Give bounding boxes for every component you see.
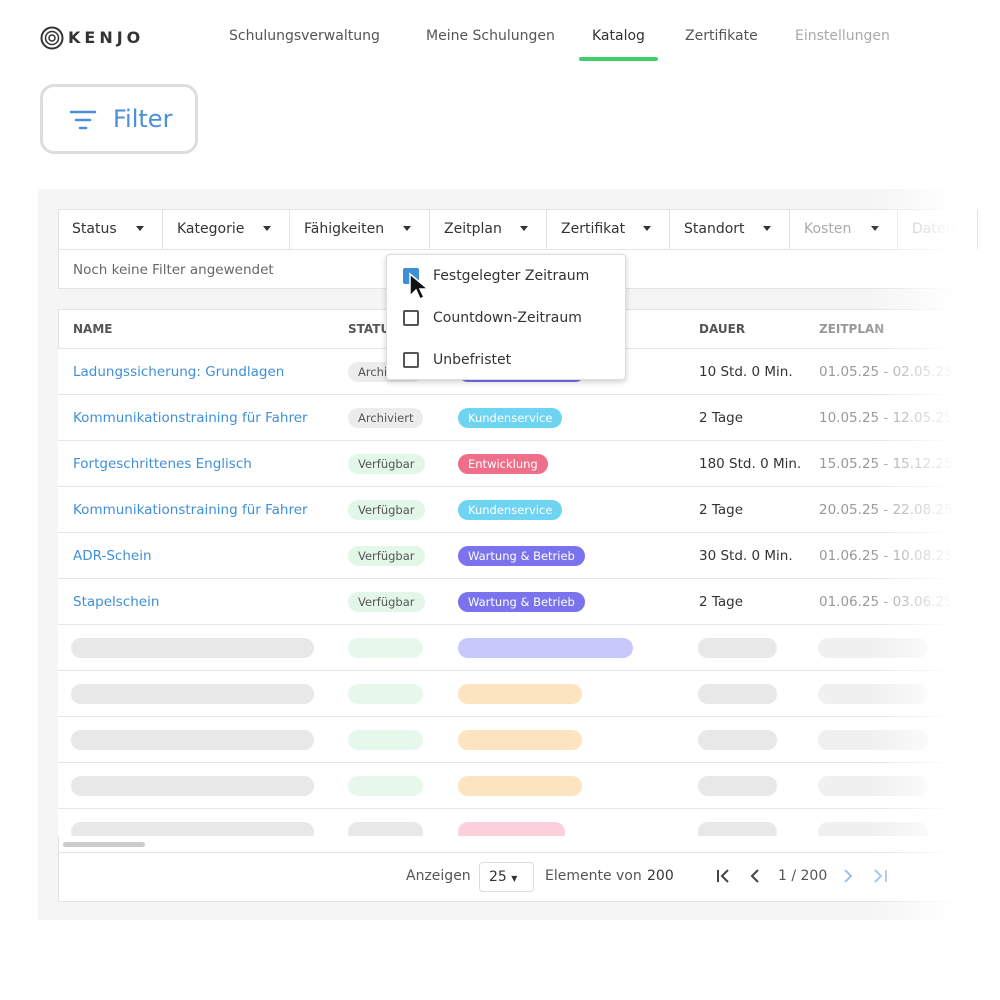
table-row[interactable]: Fortgeschrittenes Englisch Verfügbar Entwi… — [58, 440, 958, 486]
table-row[interactable]: Kommunikationstraining für Fahrer Archivi… — [58, 394, 958, 440]
table-row[interactable]: Kommunikationstraining für Fahrer Verfügb… — [58, 486, 958, 532]
option-label: Countdown-Zeitraum — [433, 310, 582, 326]
nav-item[interactable]: Zertifikate — [685, 28, 758, 44]
skeleton — [71, 822, 314, 836]
skeleton — [458, 776, 582, 796]
column-header: ZEITPLAN — [819, 322, 885, 336]
page-size-value: 25 — [489, 869, 507, 885]
table-row[interactable]: ADR-Schein Verfügbar Wartung & Betrieb 30 S… — [58, 532, 958, 578]
duration: 180 Std. 0 Min. — [699, 456, 802, 472]
filter-status: Noch keine Filter angewendet — [58, 249, 958, 289]
column-header: DAUER — [699, 322, 746, 336]
column-header: NAME — [73, 322, 113, 336]
course-name[interactable]: Kommunikationstraining für Fahrer — [73, 502, 308, 518]
checkbox[interactable] — [403, 310, 419, 326]
category-pill: Wartung & Betrieb — [458, 546, 585, 566]
scrollbar[interactable] — [63, 842, 145, 847]
filter-chip[interactable]: Zertifikat — [547, 209, 670, 249]
nav-item[interactable]: Einstellungen — [795, 28, 890, 44]
course-name[interactable]: ADR-Schein — [73, 548, 152, 564]
category-pill: Kundenservice — [458, 500, 563, 520]
nav-item[interactable]: Schulungsverwaltung — [229, 28, 380, 44]
category-pill: Entwicklung — [458, 454, 548, 474]
table-row[interactable]: Stapelschein Verfügbar Wartung & Betrieb 2 … — [58, 578, 958, 624]
checkbox[interactable] — [403, 352, 419, 368]
course-name[interactable]: Stapelschein — [73, 594, 160, 610]
skeleton — [698, 776, 777, 796]
option-label: Unbefristet — [433, 352, 512, 368]
duration: 2 Tage — [699, 502, 744, 518]
skeleton — [458, 730, 582, 750]
of-label: Elemente von — [545, 868, 642, 884]
status-pill: Verfügbar — [348, 454, 425, 474]
status-pill: Archiviert — [348, 408, 424, 428]
dropdown-option[interactable]: Countdown-Zeitraum — [387, 297, 626, 339]
skeleton — [71, 730, 314, 750]
logo: KENJO — [68, 28, 145, 47]
category-pill: Wartung & Betrieb — [458, 592, 585, 612]
status-pill: Verfügbar — [348, 592, 425, 612]
page-indicator: 1 / 200 — [778, 868, 828, 884]
page-size[interactable]: 25 ▼ — [479, 862, 534, 892]
cursor — [409, 272, 430, 301]
skeleton — [698, 730, 777, 750]
nav-item[interactable]: Meine Schulungen — [426, 28, 555, 44]
course-name[interactable]: Kommunikationstraining für Fahrer — [73, 410, 308, 426]
filter-icon — [69, 110, 97, 130]
skeleton — [71, 638, 314, 658]
skeleton — [348, 684, 423, 704]
filter-chip[interactable]: Fähigkeiten — [290, 209, 430, 249]
dropdown: Festgelegter Zeitraum Countdown-Zeitraum U… — [386, 254, 626, 380]
filter-label: Filter — [113, 105, 173, 133]
filter-button[interactable]: Filter — [40, 84, 198, 154]
filter-chip[interactable]: Kategorie — [163, 209, 290, 249]
course-name[interactable]: Fortgeschrittenes Englisch — [73, 456, 252, 472]
duration: 10 Std. 0 Min. — [699, 364, 793, 380]
skeleton — [348, 638, 423, 658]
duration: 30 Std. 0 Min. — [699, 548, 793, 564]
option-label: Festgelegter Zeitraum — [433, 268, 590, 284]
skeleton — [458, 684, 582, 704]
skeleton — [698, 638, 777, 658]
status-pill: Verfügbar — [348, 546, 425, 566]
course-name[interactable]: Ladungssicherung: Grundlagen — [73, 364, 285, 380]
skeleton-row — [58, 716, 958, 762]
nav-indicator — [579, 57, 658, 61]
filter-chip[interactable]: Status — [58, 209, 163, 249]
skeleton — [348, 822, 423, 836]
skeleton-row — [58, 762, 958, 808]
dropdown-option[interactable]: Unbefristet — [387, 339, 626, 381]
status-pill: Verfügbar — [348, 500, 425, 520]
skeleton — [348, 730, 423, 750]
filter-chip[interactable]: Zeitplan — [430, 209, 547, 249]
show-label: Anzeigen — [406, 868, 471, 884]
skeleton — [458, 638, 633, 658]
duration: 2 Tage — [699, 410, 744, 426]
skeleton-row — [58, 624, 958, 670]
filter-chip[interactable]: Standort — [670, 209, 790, 249]
category-pill: Kundenservice — [458, 408, 563, 428]
nav-item[interactable]: Katalog — [592, 28, 645, 44]
skeleton — [698, 822, 777, 836]
skeleton — [71, 684, 314, 704]
total: 200 — [647, 868, 674, 884]
skeleton — [698, 684, 777, 704]
fade — [870, 189, 970, 920]
logo-icon — [40, 26, 64, 50]
skeleton-row — [58, 808, 958, 836]
skeleton — [71, 776, 314, 796]
duration: 2 Tage — [699, 594, 744, 610]
skeleton-row — [58, 670, 958, 716]
skeleton — [458, 822, 565, 836]
divider — [58, 852, 958, 853]
skeleton — [348, 776, 423, 796]
